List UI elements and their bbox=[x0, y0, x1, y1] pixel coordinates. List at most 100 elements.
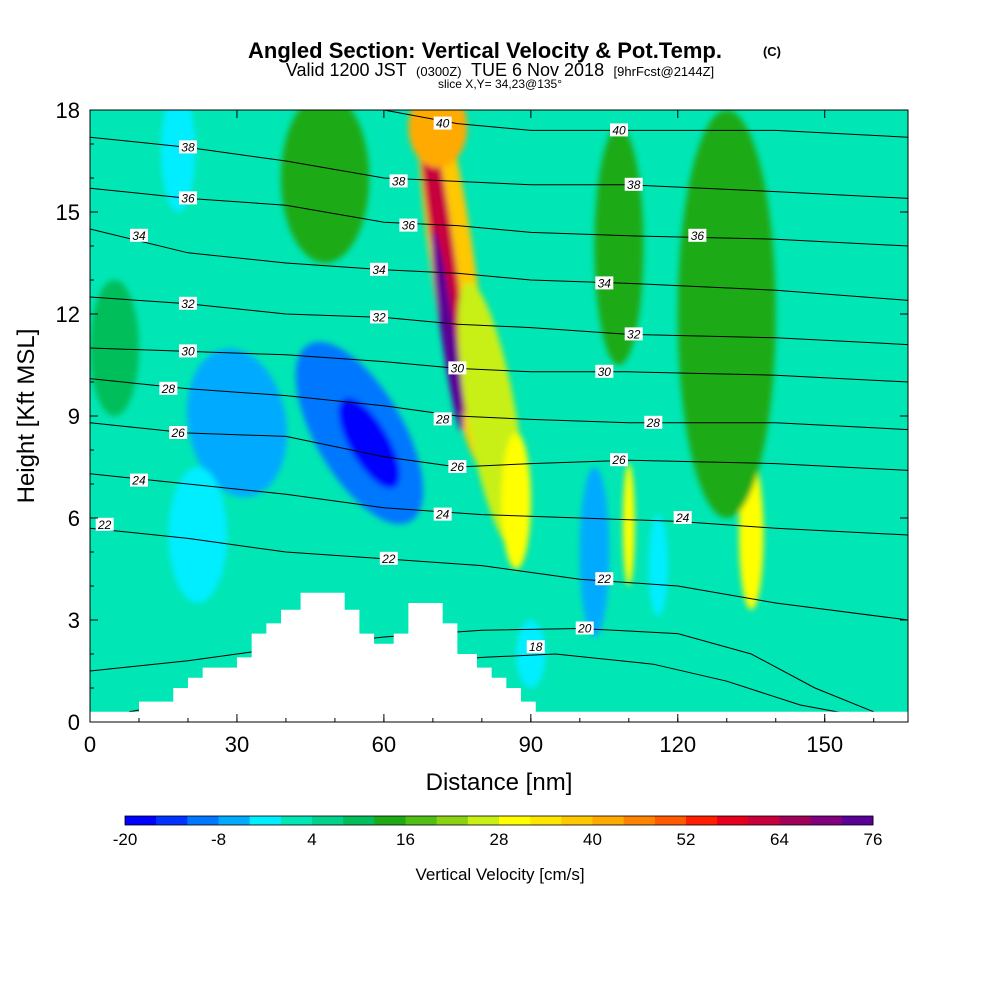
subtitle-date: TUE 6 Nov 2018 bbox=[471, 60, 604, 80]
x-axis-label: Distance [nm] bbox=[426, 769, 573, 796]
isotherm-20 bbox=[90, 627, 874, 713]
isotherm-label-13: 32 bbox=[369, 310, 388, 324]
isotherm-label-27: 24 bbox=[673, 511, 692, 525]
colorbar-swatch-4 bbox=[249, 816, 282, 825]
velocity-cell-18 bbox=[516, 620, 546, 688]
svg-text:40: 40 bbox=[436, 117, 450, 131]
colorbar-swatch-5 bbox=[280, 816, 313, 825]
colorbar-swatch-23 bbox=[841, 816, 874, 825]
colorbar-tick-0: -20 bbox=[113, 830, 138, 849]
isotherm-label-0: 38 bbox=[178, 140, 197, 154]
x-tick-label-2: 60 bbox=[372, 732, 396, 757]
svg-text:36: 36 bbox=[691, 229, 705, 243]
colorbar-ticks: -20 -8 4 16 28 40 52 64 76 bbox=[113, 830, 883, 849]
colorbar-tick-7: 64 bbox=[770, 830, 789, 849]
velocity-cell-16 bbox=[579, 467, 610, 637]
colorbar-swatch-11 bbox=[467, 816, 500, 825]
isotherm-32 bbox=[90, 296, 908, 346]
x-tick-label-3: 90 bbox=[519, 732, 543, 757]
isotherm-label-21: 36 bbox=[688, 228, 707, 243]
terrain-mask bbox=[90, 592, 908, 722]
colorbar-swatch-3 bbox=[218, 816, 251, 825]
colorbar-tick-4: 28 bbox=[490, 830, 509, 849]
svg-text:28: 28 bbox=[161, 382, 176, 396]
isotherm-label-28: 22 bbox=[595, 572, 614, 586]
svg-text:36: 36 bbox=[181, 191, 195, 205]
isotherm-label-1: 36 bbox=[178, 191, 197, 205]
velocity-cell-17 bbox=[648, 514, 668, 617]
x-tick-label-5: 150 bbox=[806, 732, 843, 757]
isotherm-label-3: 32 bbox=[178, 296, 197, 311]
isotherm-36 bbox=[90, 187, 908, 247]
svg-text:22: 22 bbox=[597, 572, 612, 586]
isotherm-22 bbox=[90, 527, 908, 621]
isotherm-label-10: 38 bbox=[389, 174, 408, 188]
isotherm-label-18: 22 bbox=[379, 551, 398, 566]
colorbar-swatch-7 bbox=[343, 816, 375, 825]
y-tick-label-2: 6 bbox=[68, 506, 80, 531]
colorbar-swatch-22 bbox=[810, 816, 843, 825]
x-tick-label-0: 0 bbox=[84, 732, 96, 757]
chart-subtitle: Valid 1200 JST (0300Z) TUE 6 Nov 2018 [9… bbox=[286, 60, 714, 80]
isotherm-labels: 38 36 34 32 30 28 26 24 22 40 38 36 34 32 30 28 26 24 22 40… bbox=[95, 116, 707, 654]
isotherm-28 bbox=[90, 378, 908, 431]
colorbar bbox=[124, 815, 874, 826]
svg-text:30: 30 bbox=[451, 361, 465, 375]
isotherm-label-12: 34 bbox=[369, 262, 388, 277]
y-tick-label-5: 15 bbox=[56, 200, 80, 225]
svg-text:34: 34 bbox=[372, 263, 386, 277]
vertical-velocity-field bbox=[90, 110, 776, 688]
isotherm-label-26: 26 bbox=[610, 453, 629, 467]
colorbar-label: Vertical Velocity [cm/s] bbox=[415, 865, 584, 884]
svg-text:32: 32 bbox=[181, 297, 195, 311]
colorbar-tick-2: 4 bbox=[307, 830, 316, 849]
svg-text:34: 34 bbox=[132, 229, 146, 243]
svg-text:28: 28 bbox=[646, 416, 661, 430]
colorbar-swatch-19 bbox=[717, 816, 749, 825]
isotherm-label-16: 26 bbox=[448, 460, 467, 474]
isotherm-label-4: 30 bbox=[178, 344, 197, 358]
x-tick-label-4: 120 bbox=[659, 732, 696, 757]
isotherm-label-6: 26 bbox=[169, 426, 188, 440]
colorbar-swatch-21 bbox=[779, 816, 812, 825]
isotherm-label-29: 20 bbox=[575, 621, 594, 636]
y-tick-label-1: 3 bbox=[68, 608, 80, 633]
y-tick-label-3: 9 bbox=[68, 404, 80, 429]
x-tick-label-1: 30 bbox=[225, 732, 249, 757]
isotherm-34 bbox=[90, 228, 908, 301]
velocity-cell-15 bbox=[161, 110, 196, 212]
y-tick-label-6: 18 bbox=[56, 98, 80, 123]
isotherm-label-14: 30 bbox=[448, 361, 467, 375]
isotherm-label-30: 18 bbox=[526, 640, 545, 654]
svg-text:24: 24 bbox=[675, 511, 690, 525]
svg-text:38: 38 bbox=[392, 174, 406, 188]
colorbar-swatch-12 bbox=[499, 816, 531, 825]
svg-text:32: 32 bbox=[627, 327, 641, 341]
svg-text:26: 26 bbox=[170, 426, 185, 440]
isotherm-label-11: 36 bbox=[399, 218, 418, 233]
velocity-cell-13 bbox=[338, 397, 400, 489]
colorbar-swatch-2 bbox=[187, 816, 219, 825]
isotherm-label-7: 24 bbox=[129, 473, 148, 488]
colorbar-swatch-15 bbox=[592, 816, 625, 825]
svg-text:18: 18 bbox=[529, 640, 543, 654]
colorbar-swatch-8 bbox=[374, 816, 406, 825]
velocity-cell-19 bbox=[168, 467, 228, 603]
svg-text:30: 30 bbox=[181, 344, 195, 358]
colorbar-swatch-14 bbox=[561, 816, 593, 825]
isotherm-label-24: 30 bbox=[595, 364, 614, 379]
y-tick-label-0: 0 bbox=[68, 710, 80, 735]
svg-text:28: 28 bbox=[435, 412, 450, 426]
svg-text:22: 22 bbox=[381, 552, 396, 566]
isotherm-label-8: 22 bbox=[95, 517, 114, 532]
isotherm-label-20: 38 bbox=[624, 177, 643, 192]
colorbar-tick-1: -8 bbox=[211, 830, 226, 849]
svg-text:36: 36 bbox=[402, 219, 416, 233]
isotherm-24 bbox=[90, 473, 908, 536]
colorbar-tick-8: 76 bbox=[864, 830, 883, 849]
colorbar-swatch-1 bbox=[156, 816, 188, 825]
velocity-cell-6 bbox=[281, 110, 370, 263]
svg-text:26: 26 bbox=[450, 460, 465, 474]
